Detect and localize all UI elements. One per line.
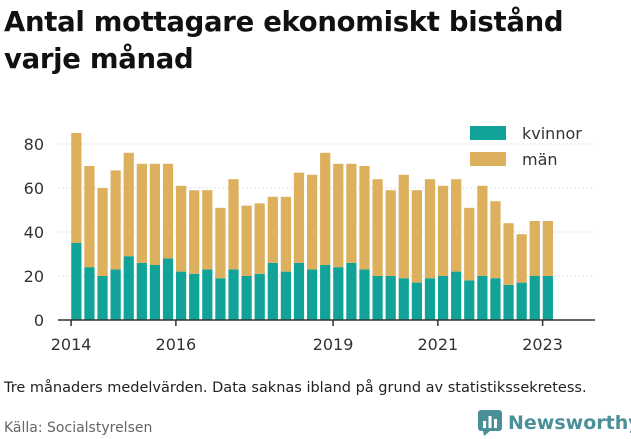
bar-man	[176, 185, 187, 272]
bar-man	[202, 190, 213, 270]
legend-label: män	[522, 150, 558, 169]
bar-man	[451, 179, 462, 272]
bar-kvinnor	[451, 271, 462, 320]
bar-kvinnor	[306, 269, 318, 320]
bar-man	[424, 179, 436, 279]
bar-man	[215, 207, 226, 279]
bar-man	[306, 174, 318, 270]
bar-man	[503, 223, 514, 285]
newsworthy-logo[interactable]: Newsworthy	[478, 408, 631, 438]
bar-kvinnor	[333, 267, 344, 320]
bar-man	[516, 234, 527, 283]
bar-kvinnor	[176, 271, 187, 320]
bar-man	[372, 179, 383, 276]
bar-kvinnor	[84, 267, 95, 320]
bar-kvinnor	[280, 271, 292, 320]
bar-kvinnor	[385, 276, 396, 320]
bar-chart-logo-icon	[478, 410, 502, 436]
y-tick-label: 80	[24, 135, 44, 154]
bar-man	[149, 163, 161, 265]
bar-kvinnor	[477, 276, 488, 320]
chart-title: Antal mottagare ekonomiskt bistånd varje…	[4, 6, 564, 75]
bar-kvinnor	[398, 278, 409, 320]
bar-man	[228, 179, 239, 270]
x-tick-label: 2014	[51, 335, 92, 354]
bar-man	[136, 163, 147, 263]
bar-man	[529, 221, 540, 276]
legend-swatch	[470, 126, 506, 140]
bar-man	[346, 163, 357, 263]
bar-kvinnor	[503, 284, 514, 320]
bar-kvinnor	[267, 262, 278, 320]
bar-man	[71, 133, 82, 243]
bar-kvinnor	[346, 262, 357, 320]
bar-kvinnor	[516, 282, 527, 320]
bar-man	[385, 190, 396, 276]
bar-kvinnor	[162, 258, 174, 320]
bar-man	[359, 166, 370, 270]
bar-man	[437, 185, 449, 276]
bar-man	[123, 152, 134, 257]
bar-kvinnor	[320, 265, 331, 320]
bar-man	[162, 163, 174, 259]
bar-man	[254, 203, 265, 274]
bar-kvinnor	[372, 276, 383, 320]
bar-man	[241, 205, 252, 276]
legend-label: kvinnor	[522, 124, 582, 143]
bar-kvinnor	[97, 276, 108, 320]
bar-man	[542, 221, 553, 276]
bar-kvinnor	[437, 276, 449, 320]
bar-man	[398, 174, 409, 279]
legend-swatch	[470, 152, 506, 166]
bar-kvinnor	[359, 269, 370, 320]
bar-kvinnor	[424, 278, 436, 320]
bar-kvinnor	[529, 276, 540, 320]
bar-kvinnor	[228, 269, 239, 320]
bar-man	[189, 190, 200, 274]
bar-kvinnor	[293, 262, 305, 320]
bar-man	[110, 170, 121, 270]
bar-kvinnor	[71, 243, 82, 320]
bar-kvinnor	[136, 262, 147, 320]
x-tick-label: 2021	[417, 335, 458, 354]
bar-kvinnor	[189, 273, 200, 320]
brand-name: Newsworthy	[508, 412, 631, 434]
source-label: Källa: Socialstyrelsen	[4, 420, 153, 436]
bar-man	[477, 185, 488, 276]
chart-note: Tre månaders medelvärden. Data saknas ib…	[4, 380, 587, 396]
bar-kvinnor	[254, 273, 265, 320]
y-tick-label: 20	[24, 267, 44, 286]
bar-man	[84, 166, 95, 268]
bar-kvinnor	[110, 269, 121, 320]
bar-kvinnor	[490, 278, 501, 320]
bar-man	[464, 207, 475, 281]
bar-kvinnor	[464, 280, 475, 320]
bar-man	[97, 188, 108, 276]
bar-man	[293, 172, 305, 263]
bar-man	[280, 196, 292, 272]
y-tick-label: 40	[24, 223, 44, 242]
y-tick-label: 0	[34, 311, 44, 330]
bar-kvinnor	[123, 256, 134, 320]
x-tick-label: 2023	[522, 335, 563, 354]
bar-kvinnor	[149, 265, 161, 320]
bar-man	[411, 190, 422, 283]
bar-kvinnor	[411, 282, 422, 320]
bar-kvinnor	[215, 278, 226, 320]
bar-man	[320, 152, 331, 265]
x-tick-label: 2016	[156, 335, 197, 354]
bar-man	[490, 201, 501, 279]
bar-man	[267, 196, 278, 263]
bar-kvinnor	[202, 269, 213, 320]
bar-kvinnor	[542, 276, 553, 320]
x-tick-label: 2019	[313, 335, 354, 354]
y-tick-label: 60	[24, 179, 44, 198]
bar-kvinnor	[241, 276, 252, 320]
bar-man	[333, 163, 344, 268]
